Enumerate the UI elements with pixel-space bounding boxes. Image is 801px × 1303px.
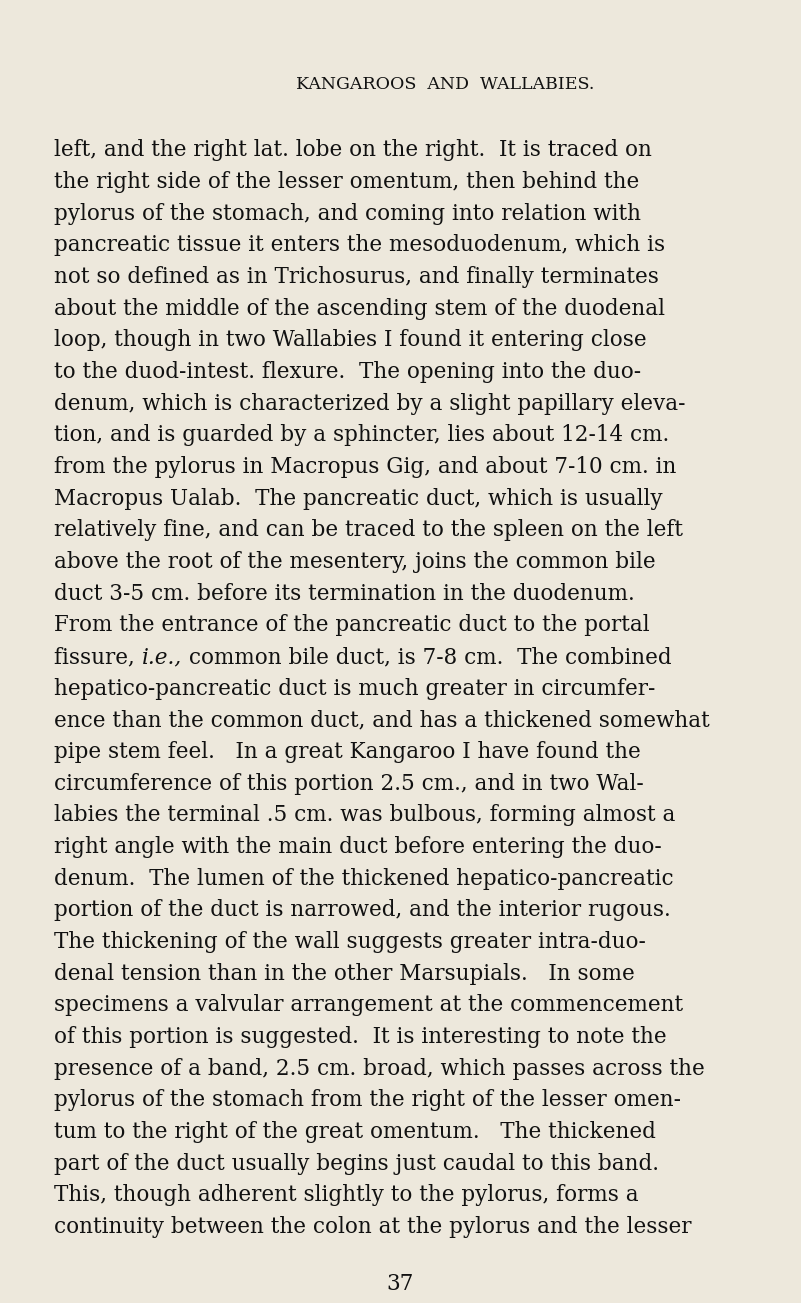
Text: about the middle of the ascending stem of the duodenal: about the middle of the ascending stem o… <box>54 297 666 319</box>
Text: 37: 37 <box>387 1273 414 1295</box>
Text: fissure,: fissure, <box>54 646 142 668</box>
Text: i.e.,: i.e., <box>142 646 183 668</box>
Text: ence than the common duct, and has a thickened somewhat: ence than the common duct, and has a thi… <box>54 709 710 731</box>
Text: to the duod-intest. flexure.  The opening into the duo-: to the duod-intest. flexure. The opening… <box>54 361 642 383</box>
Text: specimens a valvular arrangement at the commencement: specimens a valvular arrangement at the … <box>54 994 683 1016</box>
Text: tum to the right of the great omentum.   The thickened: tum to the right of the great omentum. T… <box>54 1121 656 1143</box>
Text: pancreatic tissue it enters the mesoduodenum, which is: pancreatic tissue it enters the mesoduod… <box>54 235 666 257</box>
Text: part of the duct usually begins just caudal to this band.: part of the duct usually begins just cau… <box>54 1153 659 1174</box>
Text: portion of the duct is narrowed, and the interior rugous.: portion of the duct is narrowed, and the… <box>54 899 671 921</box>
Text: pipe stem feel.   In a great Kangaroo I have found the: pipe stem feel. In a great Kangaroo I ha… <box>54 741 642 764</box>
Text: denum, which is characterized by a slight papillary eleva-: denum, which is characterized by a sligh… <box>54 392 686 414</box>
Text: continuity between the colon at the pylorus and the lesser: continuity between the colon at the pylo… <box>54 1216 692 1238</box>
Text: From the entrance of the pancreatic duct to the portal: From the entrance of the pancreatic duct… <box>54 615 650 636</box>
Text: the right side of the lesser omentum, then behind the: the right side of the lesser omentum, th… <box>54 171 640 193</box>
Text: common bile duct, is 7-8 cm.  The combined: common bile duct, is 7-8 cm. The combine… <box>183 646 672 668</box>
Text: circumference of this portion 2.5 cm., and in two Wal-: circumference of this portion 2.5 cm., a… <box>54 773 644 795</box>
Text: pylorus of the stomach from the right of the lesser omen-: pylorus of the stomach from the right of… <box>54 1089 682 1111</box>
Text: The thickening of the wall suggests greater intra-duo-: The thickening of the wall suggests grea… <box>54 930 646 952</box>
Text: pylorus of the stomach, and coming into relation with: pylorus of the stomach, and coming into … <box>54 203 642 224</box>
Text: KANGAROOS  AND  WALLABIES.: KANGAROOS AND WALLABIES. <box>296 76 595 93</box>
Text: relatively fine, and can be traced to the spleen on the left: relatively fine, and can be traced to th… <box>54 520 683 541</box>
Text: duct 3-5 cm. before its termination in the duodenum.: duct 3-5 cm. before its termination in t… <box>54 582 635 605</box>
Text: not so defined as in Trichosurus, and finally terminates: not so defined as in Trichosurus, and fi… <box>54 266 659 288</box>
Text: above the root of the mesentery, joins the common bile: above the root of the mesentery, joins t… <box>54 551 656 573</box>
Text: This, though adherent slightly to the pylorus, forms a: This, though adherent slightly to the py… <box>54 1184 639 1207</box>
Text: right angle with the main duct before entering the duo-: right angle with the main duct before en… <box>54 837 662 857</box>
Text: denal tension than in the other Marsupials.   In some: denal tension than in the other Marsupia… <box>54 963 635 985</box>
Text: Macropus Ualab.  The pancreatic duct, which is usually: Macropus Ualab. The pancreatic duct, whi… <box>54 487 663 509</box>
Text: loop, though in two Wallabies I found it entering close: loop, though in two Wallabies I found it… <box>54 330 647 352</box>
Text: labies the terminal .5 cm. was bulbous, forming almost a: labies the terminal .5 cm. was bulbous, … <box>54 804 676 826</box>
Text: presence of a band, 2.5 cm. broad, which passes across the: presence of a band, 2.5 cm. broad, which… <box>54 1058 705 1080</box>
Text: hepatico-pancreatic duct is much greater in circumfer-: hepatico-pancreatic duct is much greater… <box>54 678 656 700</box>
Text: of this portion is suggested.  It is interesting to note the: of this portion is suggested. It is inte… <box>54 1025 667 1048</box>
Text: denum.  The lumen of the thickened hepatico-pancreatic: denum. The lumen of the thickened hepati… <box>54 868 674 890</box>
Text: from the pylorus in Macropus Gig, and about 7-10 cm. in: from the pylorus in Macropus Gig, and ab… <box>54 456 677 478</box>
Text: left, and the right lat. lobe on the right.  It is traced on: left, and the right lat. lobe on the rig… <box>54 139 652 162</box>
Text: tion, and is guarded by a sphincter, lies about 12-14 cm.: tion, and is guarded by a sphincter, lie… <box>54 425 670 447</box>
